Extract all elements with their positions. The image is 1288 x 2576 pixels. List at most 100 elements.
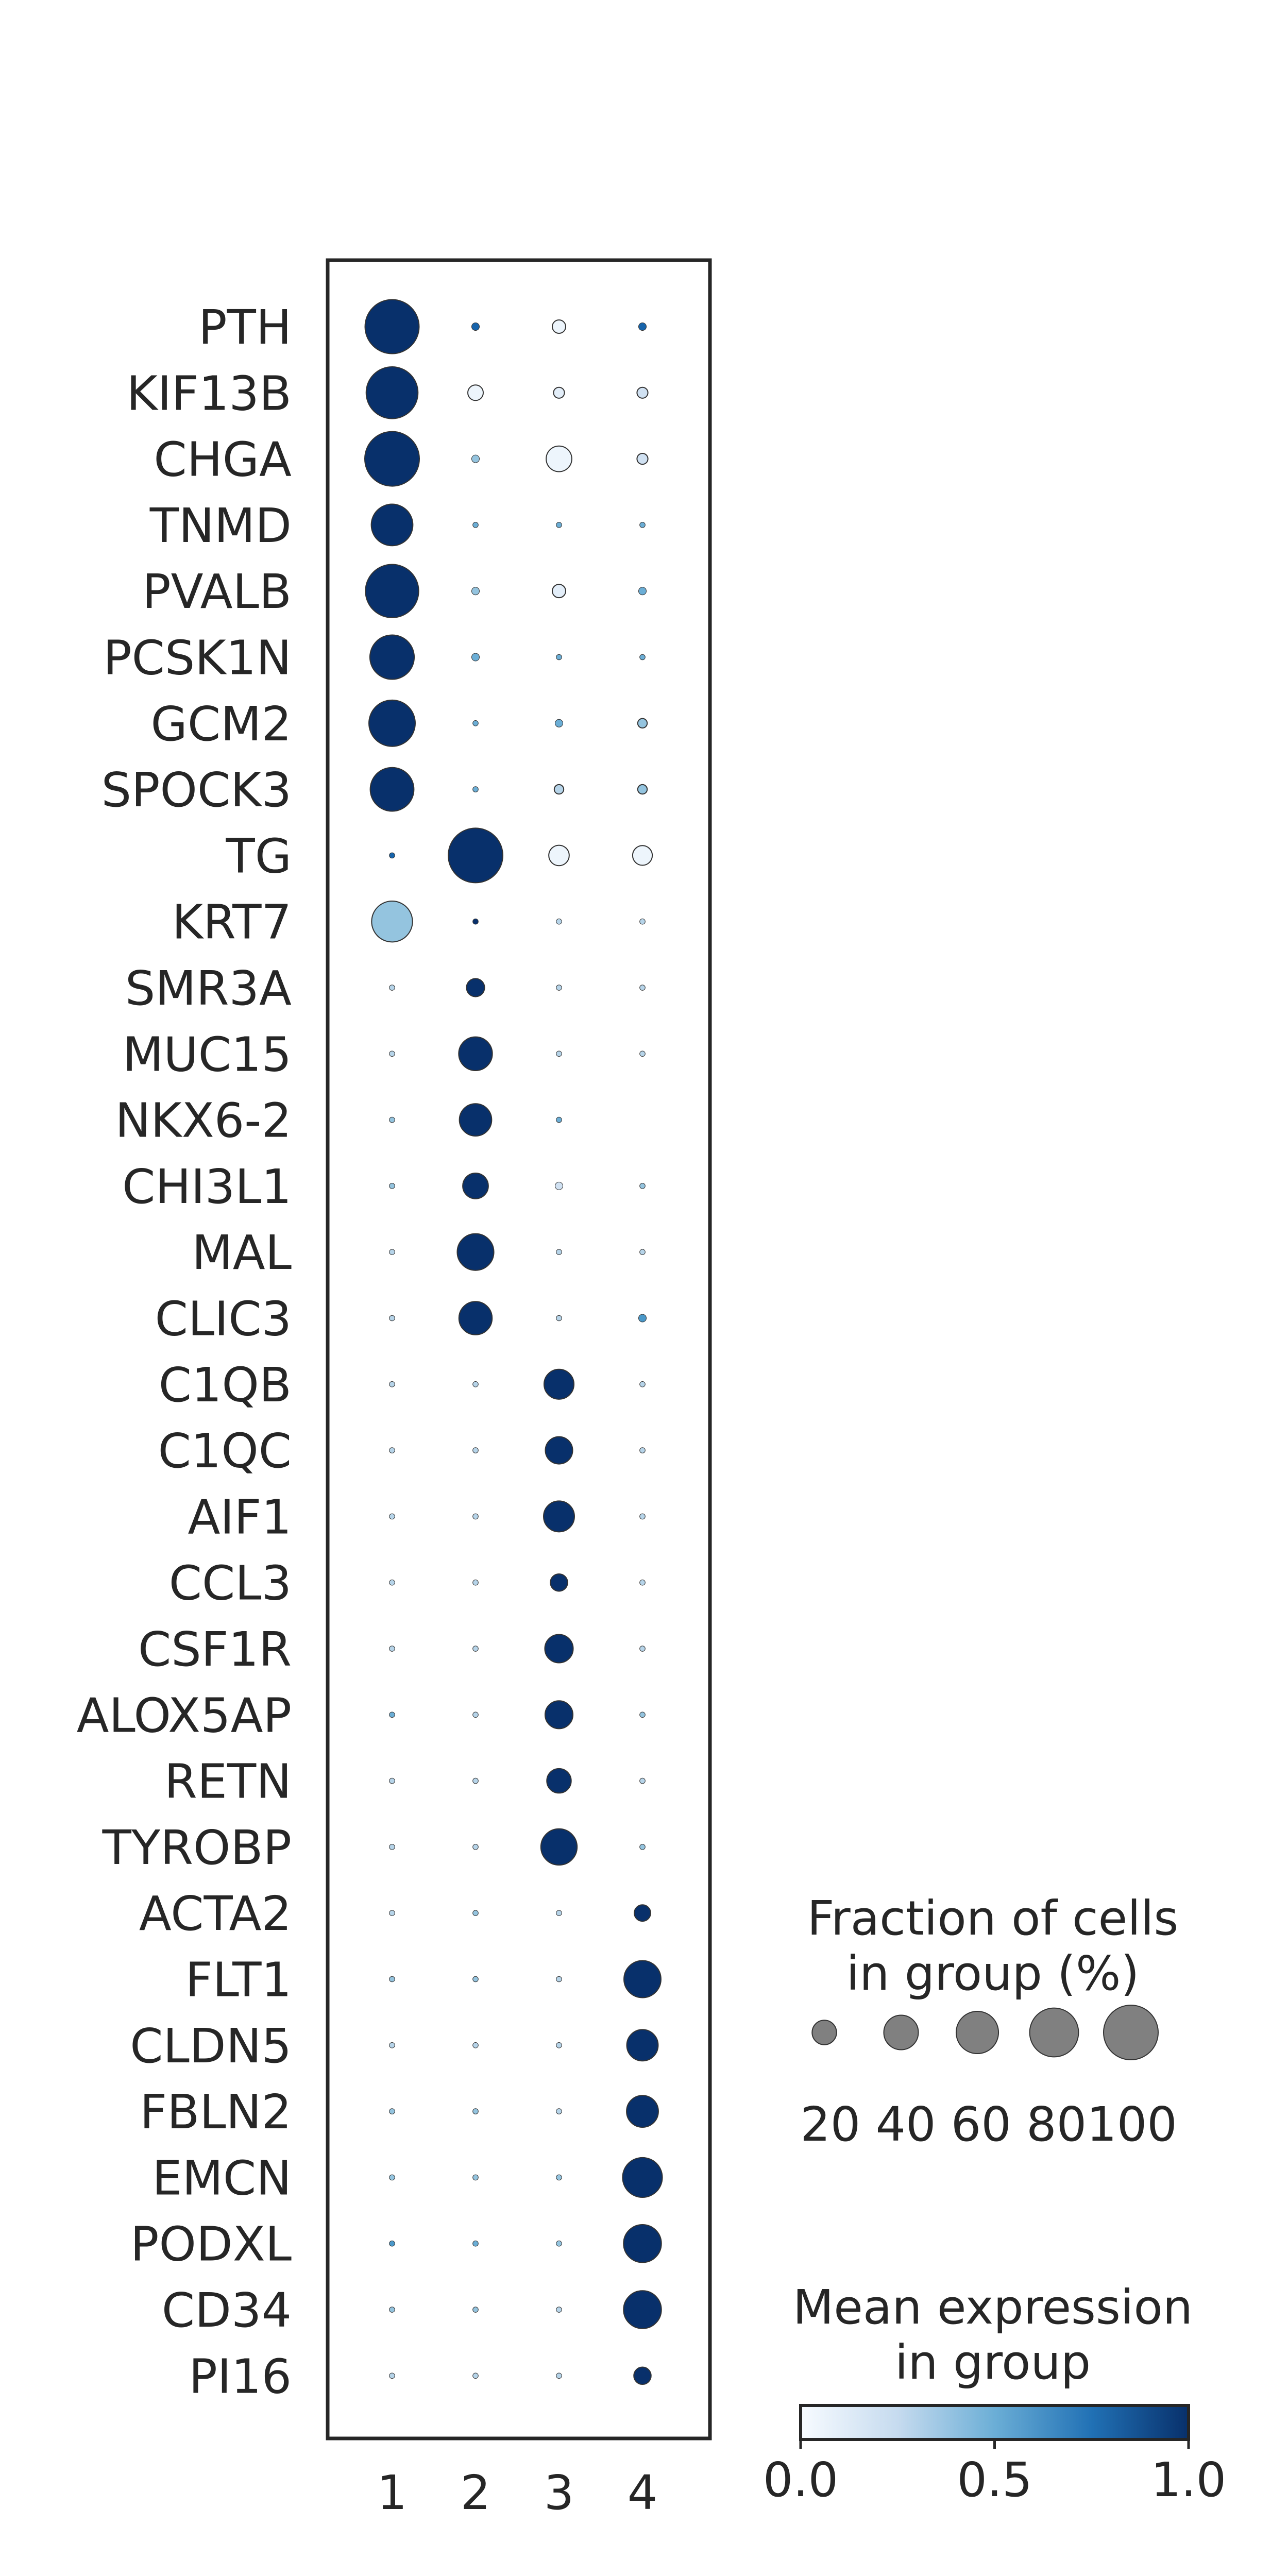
- dot-podxl-group-2: [472, 2240, 479, 2247]
- gene-label-muc15: MUC15: [123, 1027, 292, 1082]
- dot-ccl3-group-1: [389, 1579, 395, 1586]
- gene-label-tyrobp: TYROBP: [102, 1820, 292, 1875]
- dot-c1qb-group-3: [543, 1368, 575, 1400]
- dot-chi3l1-group-2: [462, 1173, 489, 1199]
- gene-label-cd34: CD34: [162, 2283, 292, 2338]
- dot-spock3-group-3: [553, 784, 565, 795]
- dot-cldn5-group-2: [472, 2042, 479, 2048]
- dot-cd34-group-3: [556, 2307, 562, 2313]
- dot-grid: [364, 299, 663, 2385]
- gene-label-acta2: ACTA2: [139, 1886, 292, 1941]
- dot-cldn5-group-3: [556, 2042, 562, 2048]
- dot-kif13b-group-2: [467, 384, 484, 401]
- dot-fbln2-group-4: [626, 2095, 659, 2128]
- size-legend-dots: [811, 2005, 1159, 2060]
- dot-podxl-group-4: [623, 2224, 662, 2263]
- gene-label-chga: CHGA: [154, 432, 292, 487]
- dot-pvalb-group-3: [552, 584, 566, 599]
- dot-pcsk1n-group-3: [556, 654, 562, 660]
- dot-muc15-group-1: [389, 1050, 395, 1057]
- dot-mal-group-4: [639, 1249, 646, 1255]
- color-legend-title-line1: Mean expression: [793, 2280, 1193, 2335]
- dot-pth-group-3: [552, 319, 566, 334]
- group-label-1: 1: [377, 2465, 408, 2520]
- dot-podxl-group-1: [389, 2240, 395, 2247]
- dot-nkx6-2-group-1: [389, 1116, 395, 1123]
- dot-pth-group-1: [364, 299, 420, 354]
- dot-tnmd-group-1: [370, 503, 414, 547]
- gene-label-alox5ap: ALOX5AP: [77, 1688, 292, 1743]
- dot-chi3l1-group-3: [555, 1181, 563, 1190]
- dot-clic3-group-1: [389, 1315, 395, 1321]
- dot-tg-group-3: [548, 844, 570, 867]
- gene-label-aif1: AIF1: [188, 1489, 292, 1545]
- dot-krt7-group-1: [371, 901, 413, 943]
- dot-cd34-group-2: [472, 2307, 479, 2313]
- colorbar-ticks: 0.0 0.5 1.0: [763, 2439, 1226, 2507]
- dot-mal-group-2: [456, 1233, 495, 1271]
- dot-c1qc-group-3: [545, 1436, 573, 1465]
- dot-chga-group-2: [471, 454, 480, 463]
- size-legend-dot-80: [1029, 2007, 1079, 2058]
- dot-csf1r-group-3: [544, 1634, 574, 1664]
- gene-label-pth: PTH: [198, 300, 292, 355]
- dot-krt7-group-3: [556, 918, 562, 925]
- gene-label-emcn: EMCN: [152, 2150, 292, 2206]
- dot-emcn-group-1: [389, 2174, 395, 2181]
- dot-ccl3-group-3: [550, 1573, 568, 1592]
- dot-c1qc-group-4: [639, 1447, 646, 1453]
- gene-labels: PTH KIF13B CHGA TNMD PVALB PCSK1N GCM2 SPOCK3 TG…: [77, 300, 292, 2404]
- dot-acta2-group-2: [472, 1910, 479, 1916]
- size-legend-labels: 20 40 60 80100: [800, 2097, 1177, 2152]
- dot-chi3l1-group-1: [389, 1183, 395, 1189]
- dot-c1qc-group-1: [389, 1447, 395, 1453]
- dot-kif13b-group-3: [553, 386, 565, 399]
- gene-label-csf1r: CSF1R: [138, 1622, 292, 1677]
- gene-label-gcm2: GCM2: [151, 697, 292, 752]
- dot-clic3-group-2: [458, 1301, 493, 1335]
- gene-label-smr3a: SMR3A: [125, 961, 292, 1016]
- dot-nkx6-2-group-2: [459, 1103, 493, 1137]
- dot-pi16-group-4: [633, 2366, 652, 2385]
- dot-tnmd-group-4: [639, 522, 646, 528]
- dot-flt1-group-1: [389, 1976, 395, 1982]
- dot-aif1-group-3: [543, 1500, 575, 1533]
- gene-label-kif13b: KIF13B: [126, 366, 292, 421]
- group-label-2: 2: [461, 2465, 491, 2520]
- dot-tnmd-group-2: [472, 522, 479, 528]
- gene-label-fbln2: FBLN2: [140, 2084, 292, 2140]
- dot-retn-group-2: [472, 1777, 479, 1784]
- gene-label-c1qb: C1QB: [159, 1358, 292, 1413]
- dot-tg-group-4: [632, 845, 653, 866]
- gene-label-mal: MAL: [192, 1225, 292, 1280]
- dot-acta2-group-1: [389, 1910, 395, 1916]
- dot-chga-group-4: [636, 453, 649, 465]
- gene-label-tg: TG: [226, 828, 292, 884]
- dot-tnmd-group-3: [556, 522, 562, 528]
- gene-label-chi3l1: CHI3L1: [122, 1159, 292, 1214]
- dot-gcm2-group-2: [472, 720, 479, 726]
- dot-pi16-group-1: [389, 2372, 395, 2379]
- dot-tyrobp-group-2: [472, 1844, 479, 1850]
- dot-pi16-group-2: [472, 2372, 479, 2379]
- dot-tyrobp-group-3: [540, 1828, 578, 1866]
- size-legend-dot-40: [883, 2014, 919, 2050]
- dot-emcn-group-3: [556, 2174, 562, 2181]
- colorbar-tick-label: 1.0: [1151, 2452, 1226, 2507]
- gene-label-retn: RETN: [164, 1754, 292, 1809]
- dot-aif1-group-2: [472, 1513, 479, 1520]
- dot-c1qb-group-4: [639, 1381, 646, 1387]
- dot-csf1r-group-1: [389, 1646, 395, 1652]
- gene-label-pcsk1n: PCSK1N: [103, 631, 292, 686]
- dot-fbln2-group-2: [472, 2108, 479, 2114]
- gene-label-cldn5: CLDN5: [130, 2019, 292, 2074]
- dot-c1qb-group-2: [472, 1381, 479, 1387]
- dot-emcn-group-4: [622, 2157, 663, 2198]
- dot-ccl3-group-2: [472, 1579, 479, 1586]
- dot-smr3a-group-1: [389, 985, 395, 991]
- group-label-4: 4: [628, 2465, 658, 2520]
- dot-retn-group-3: [546, 1768, 572, 1794]
- dot-pcsk1n-group-2: [471, 653, 480, 662]
- dot-pvalb-group-1: [365, 564, 419, 618]
